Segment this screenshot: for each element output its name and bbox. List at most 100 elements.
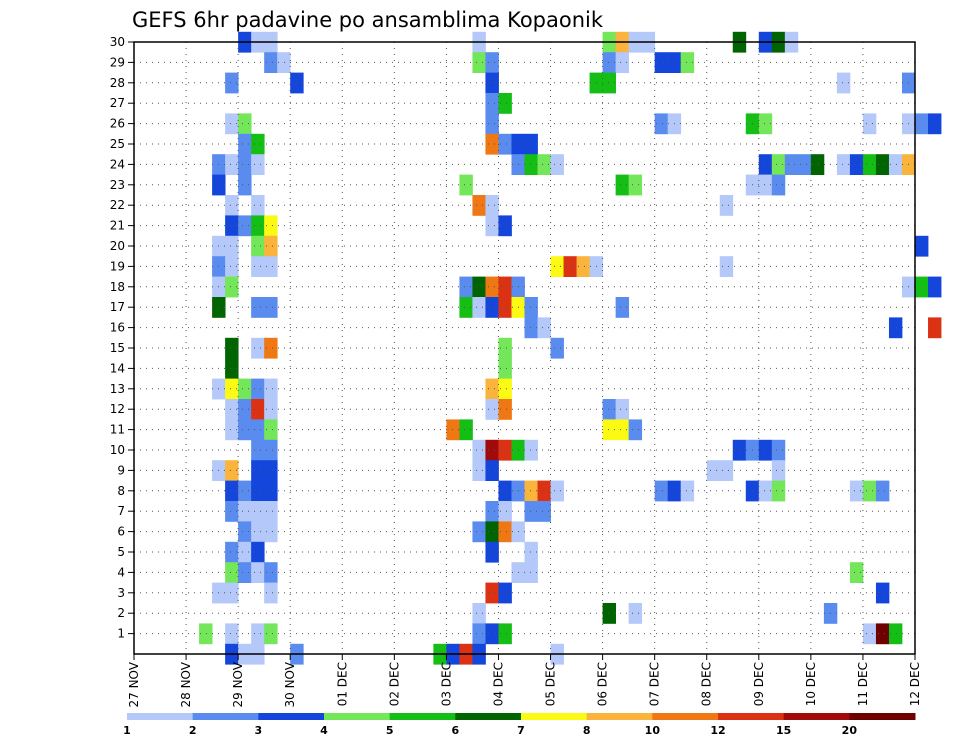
heatmap-cell [602,72,617,94]
heatmap-cell [836,72,851,94]
y-tick-label: 7 [117,504,125,518]
legend-label: 20 [842,724,858,737]
heatmap-cell [498,358,512,379]
heatmap-cell [459,174,473,196]
y-tick-label: 15 [110,341,125,355]
x-tick-label: 01 DEC [335,662,349,706]
heatmap-cell [849,562,864,583]
y-tick-label: 18 [110,280,125,294]
heatmap-cell [875,582,890,604]
legend-label: 12 [710,724,725,737]
heatmap-cell [238,215,252,237]
heatmap-cell [225,460,239,481]
heatmap-cell [472,195,486,216]
heatmap-cell [875,154,890,175]
heatmap-cell [225,215,239,237]
x-axis: 27 NOV 28 NOV 29 NOV 30 NOV 01 DEC 02 DEC 03 D… [127,654,922,708]
heatmap-cell [915,276,929,298]
heatmap-cell [550,256,564,277]
heatmap-cell [264,297,278,318]
heatmap-cell [888,154,903,175]
heatmap-cell [498,480,512,502]
heatmap-cell [810,154,825,175]
heatmap-cell [615,174,630,196]
heatmap-cell [537,154,551,175]
heatmap-cell [550,154,564,175]
heatmap-cell [264,480,278,502]
x-tick-label: 02 DEC [387,662,401,706]
heatmap-cell [238,562,252,583]
heatmap-cell [928,276,942,298]
heatmap-cell [524,501,538,522]
legend-swatch [258,713,325,720]
heatmap-cell [459,419,473,441]
heatmap-cell [264,378,278,400]
heatmap-cell [238,419,252,441]
heatmap-cell [485,72,499,94]
legend-swatch [783,713,850,720]
heatmap-cell [264,582,278,604]
legend-label: 4 [320,724,328,737]
heatmap-cell [264,52,278,73]
legend-swatch [192,713,259,720]
heatmap-cell [225,276,239,298]
heatmap-cell [524,154,538,175]
legend-swatch [849,713,916,720]
heatmap-cell [472,623,486,645]
heatmap-cell [498,582,512,604]
heatmap-cell [251,378,265,400]
heatmap-cell [264,256,278,277]
heatmap-cell [225,154,239,175]
heatmap-cell [498,623,512,645]
heatmap-cell [771,154,786,175]
heatmap-cell [251,623,265,645]
y-tick-label: 8 [117,484,125,498]
heatmap-cell [928,317,942,339]
heatmap-cell [915,235,929,257]
heatmap-cell [264,521,278,543]
heatmap-cell [264,501,278,522]
heatmap-cell [862,154,877,175]
heatmap-cell [719,256,734,277]
x-tick-label: 09 DEC [752,662,766,706]
heatmap-cell [238,501,252,522]
heatmap-cell [485,439,499,461]
y-tick-label: 27 [110,96,125,110]
y-tick-label: 4 [117,565,125,579]
heatmap-cell [264,562,278,583]
legend-swatch [652,713,719,720]
heatmap-cell [498,93,512,114]
heatmap-cell [498,297,512,318]
heatmap-cell [472,276,486,298]
heatmap-cell [225,72,239,94]
y-tick-label: 19 [110,259,125,273]
y-tick-label: 29 [110,55,125,69]
heatmap-cell [654,113,669,135]
heatmap-cell [251,501,265,522]
heatmap-cell [485,133,499,155]
legend-label: 6 [452,724,460,737]
heatmap-cell [251,154,265,175]
heatmap-cell [797,154,812,175]
y-tick-label: 16 [110,321,125,335]
x-tick-label: 05 DEC [544,662,558,706]
heatmap-cell [875,480,890,502]
heatmap-cell [251,460,265,481]
heatmap-cell [771,480,786,502]
y-tick-label: 14 [110,361,125,375]
heatmap-cell [485,113,499,135]
heatmap-cell [524,133,538,155]
heatmap-cell [264,235,278,257]
legend-label: 7 [517,724,525,737]
y-tick-label: 6 [117,525,125,539]
y-tick-label: 1 [117,627,125,641]
heatmap-cell [264,439,278,461]
heatmap-cell [238,378,252,400]
heatmap-cell [758,480,773,502]
heatmap-cell [264,623,278,645]
heatmap-cell [680,480,695,502]
heatmap-cell [225,541,239,563]
heatmap-cell [459,297,473,318]
heatmap-cell [485,623,499,645]
heatmap-cell [498,439,512,461]
